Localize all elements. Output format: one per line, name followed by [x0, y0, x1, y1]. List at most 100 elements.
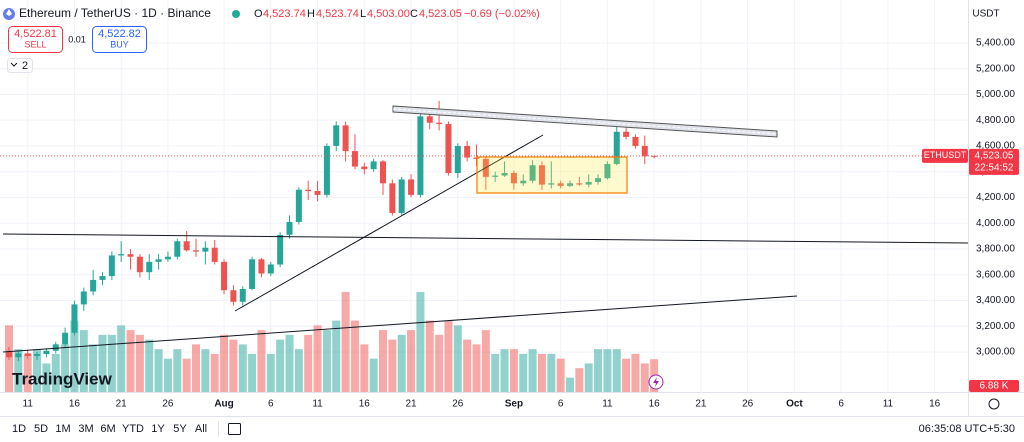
- volume-bar: [220, 334, 229, 392]
- volume-bar: [313, 325, 322, 392]
- volume-bar: [51, 353, 60, 392]
- candle-body: [520, 180, 527, 184]
- candle-body: [52, 344, 59, 351]
- x-tick-label: 16: [69, 399, 81, 410]
- clock[interactable]: 06:35:08 UTC+5:30: [919, 423, 1015, 435]
- countdown-label: 22:54:52: [975, 162, 1014, 173]
- range-button[interactable]: 1D: [12, 423, 26, 435]
- ohlc-value: 4,523.74: [316, 8, 359, 20]
- symbol-tag-label: ETHUSDT: [924, 150, 967, 160]
- y-tick-label: 3,000.00: [976, 347, 1015, 358]
- sell-label: SELL: [24, 39, 46, 49]
- volume-bar: [612, 349, 621, 392]
- chevron: [10, 62, 18, 67]
- candle-body: [146, 261, 153, 273]
- range-button[interactable]: 6M: [100, 423, 115, 435]
- candle-body: [155, 259, 162, 262]
- candle-body: [548, 183, 555, 185]
- indicators-toggle[interactable]: [7, 58, 33, 73]
- volume-bar: [453, 325, 462, 392]
- y-tick-label: 4,200.00: [976, 192, 1015, 203]
- range-button[interactable]: 1Y: [151, 423, 165, 435]
- y-tick-label: 3,600.00: [976, 269, 1015, 280]
- volume-bar: [210, 353, 219, 392]
- candle-body: [43, 350, 50, 354]
- candle-body: [361, 166, 368, 170]
- sell-button[interactable]: [8, 26, 63, 53]
- volume-bar: [425, 320, 434, 392]
- candle-body: [389, 183, 396, 213]
- volume-bar: [631, 353, 640, 392]
- settings-icon[interactable]: [988, 398, 1000, 410]
- volume-bar: [33, 349, 42, 392]
- x-tick-label: 21: [116, 399, 128, 410]
- volume-bar: [304, 334, 313, 392]
- candle-body: [249, 259, 256, 289]
- spread: 0.01: [68, 34, 86, 44]
- volume-bar: [98, 334, 107, 392]
- x-tick-label: 11: [23, 399, 34, 410]
- candle-body: [604, 163, 611, 179]
- candle-body: [90, 279, 97, 292]
- x-tick-label: 11: [312, 399, 323, 410]
- ohlc-label: C: [410, 8, 418, 20]
- volume-bar: [276, 339, 285, 392]
- candle-body: [408, 179, 415, 195]
- support-trendline: [234, 134, 544, 312]
- candle-body: [380, 161, 386, 184]
- range-button[interactable]: All: [195, 423, 207, 435]
- volume-bar: [126, 330, 135, 392]
- buy-button[interactable]: [92, 26, 147, 53]
- candle-body: [99, 276, 106, 280]
- candle-body: [501, 172, 508, 176]
- ohlc-value: 4,523.05: [419, 8, 462, 20]
- volume-bar: [416, 292, 425, 392]
- candle-body: [510, 172, 517, 184]
- candle-body: [342, 125, 349, 152]
- volume-bar: [388, 339, 397, 392]
- candle-body: [15, 353, 22, 358]
- x-tick-label: 26: [162, 399, 174, 410]
- volume-bar: [575, 368, 584, 392]
- range-button[interactable]: 3M: [78, 423, 93, 435]
- candle-body: [239, 288, 246, 302]
- volume-bar: [472, 344, 481, 392]
- volume-bar: [407, 330, 416, 392]
- volume-bar: [163, 358, 172, 392]
- volume-bar: [547, 353, 556, 392]
- volume-bar: [350, 320, 359, 392]
- resistance-channel-mid: [392, 108, 778, 135]
- date-range-icon[interactable]: [228, 423, 241, 435]
- candle-body: [595, 178, 602, 183]
- range-button[interactable]: 5D: [34, 423, 48, 435]
- candle-body: [34, 353, 41, 356]
- volume-bar: [379, 330, 387, 392]
- candle-body: [118, 254, 125, 256]
- candle-body: [529, 165, 536, 181]
- candle-body: [230, 290, 237, 302]
- candle-body: [108, 255, 115, 277]
- change: −0.69 (−0.02%): [464, 8, 540, 20]
- candle-body: [623, 131, 630, 137]
- volume-bar: [23, 353, 32, 392]
- indicators-count: 2: [22, 60, 28, 72]
- candle-body: [641, 145, 648, 157]
- volume-bar: [491, 353, 500, 392]
- candle-body: [6, 350, 12, 358]
- volume-bar: [248, 353, 257, 392]
- rising-trendline: [2, 295, 798, 353]
- candle-body: [538, 165, 545, 185]
- currency[interactable]: USDT: [972, 9, 999, 20]
- volume-bar: [622, 358, 631, 392]
- symbol-title[interactable]: Ethereum / TetherUS · 1D · Binance: [19, 6, 211, 20]
- candle-body: [174, 241, 181, 257]
- range-button[interactable]: YTD: [122, 423, 144, 435]
- range-button[interactable]: 5Y: [173, 423, 187, 435]
- range-button[interactable]: 1M: [55, 423, 70, 435]
- volume-bar: [332, 320, 341, 392]
- candle-body: [277, 234, 284, 265]
- volume-bar: [537, 353, 546, 392]
- ohlc-value: 4,503.00: [367, 8, 410, 20]
- volume-bar: [509, 349, 518, 392]
- candle-body: [193, 250, 199, 252]
